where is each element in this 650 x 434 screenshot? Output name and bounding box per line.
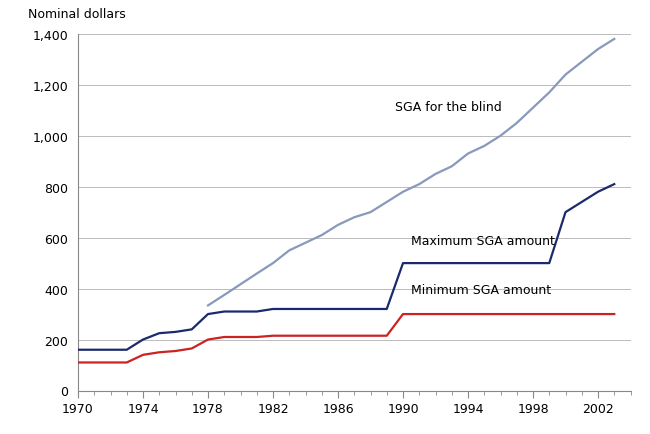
Text: Maximum SGA amount: Maximum SGA amount: [411, 234, 555, 247]
Text: SGA for the blind: SGA for the blind: [395, 101, 502, 114]
Text: Nominal dollars: Nominal dollars: [29, 7, 126, 20]
Text: Minimum SGA amount: Minimum SGA amount: [411, 283, 551, 296]
